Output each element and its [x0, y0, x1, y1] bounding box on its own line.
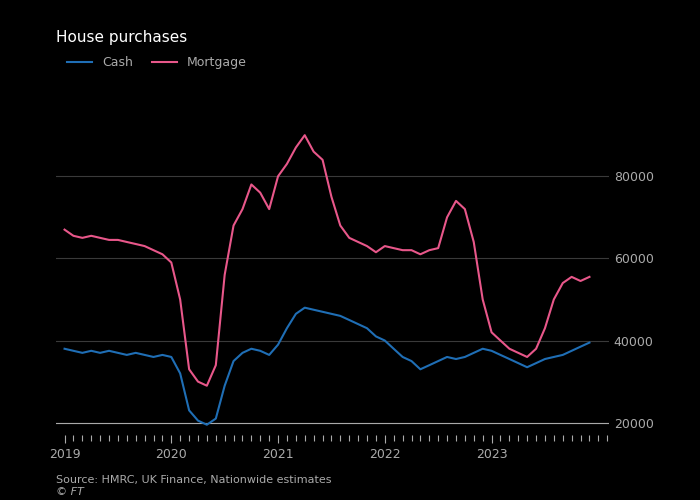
Cash: [149, 354, 158, 360]
Text: Source: HMRC, UK Finance, Nationwide estimates: Source: HMRC, UK Finance, Nationwide est…: [56, 474, 332, 484]
Mortgage: [407, 247, 416, 253]
Mortgage: [300, 132, 309, 138]
Text: © FT: © FT: [56, 487, 84, 497]
Line: Cash: Cash: [64, 308, 589, 424]
Mortgage: [220, 272, 229, 278]
Cash: [60, 346, 69, 352]
Line: Mortgage: Mortgage: [64, 135, 589, 386]
Mortgage: [149, 247, 158, 253]
Cash: [194, 418, 202, 424]
Cash: [220, 382, 229, 388]
Cash: [300, 304, 309, 310]
Mortgage: [60, 226, 69, 232]
Cash: [247, 346, 256, 352]
Mortgage: [247, 182, 256, 188]
Cash: [407, 358, 416, 364]
Cash: [585, 340, 594, 345]
Text: House purchases: House purchases: [56, 30, 188, 45]
Legend: Cash, Mortgage: Cash, Mortgage: [62, 52, 252, 74]
Mortgage: [585, 274, 594, 280]
Cash: [202, 422, 211, 428]
Mortgage: [194, 378, 202, 384]
Cash: [238, 350, 246, 356]
Mortgage: [238, 206, 246, 212]
Mortgage: [202, 382, 211, 388]
